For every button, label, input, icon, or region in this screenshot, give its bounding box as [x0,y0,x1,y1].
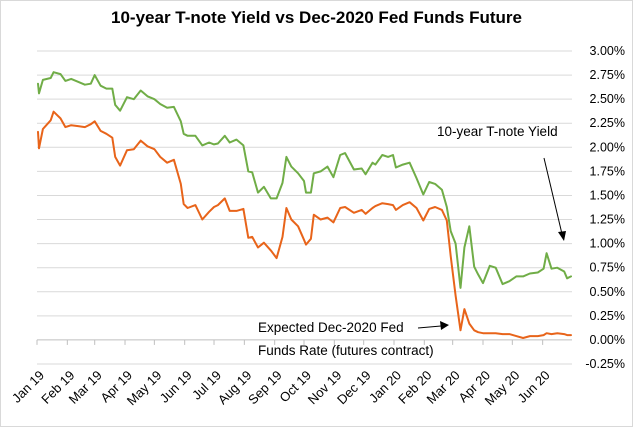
annotation-10yr-label: 10-year T-note Yield [437,124,558,139]
y-axis-ticks: -0.25% 0.00% 0.25% 0.50% 0.75% 1.00% 1.25% 1.50… [585,44,625,371]
y-tick-label: 1.75% [590,164,625,178]
annotation-fedfunds-arrow-line [417,325,442,329]
annotation-10yr-arrow-line [543,157,563,235]
y-tick-label: 2.25% [590,116,625,130]
y-tick-label: 0.75% [590,261,625,275]
gridlines [37,50,572,365]
annotation-fedfunds-label-line1: Expected Dec-2020 Fed [258,320,404,335]
y-tick-label: 0.25% [590,309,625,323]
y-tick-label: 1.50% [590,188,625,202]
x-tick-label: Jun 20 [515,368,553,406]
y-tick-label: 1.25% [590,213,625,227]
y-tick-label: 3.00% [590,44,625,58]
x-tick-label: Jun 19 [157,368,195,406]
x-tick-label: Sep 19 [245,368,285,408]
annotations: 10-year T-note Yield Expected Dec-2020 F… [258,124,566,358]
annotation-fedfunds-label-line2: Funds Rate (futures contract) [258,343,434,358]
y-tick-label: 0.50% [590,285,625,299]
chart-title: 10-year T-note Yield vs Dec-2020 Fed Fun… [111,8,522,27]
annotation-10yr-arrowhead [558,231,566,241]
series-lines [37,71,572,339]
annotation-fedfunds-arrowhead [440,321,449,330]
y-tick-label: -0.25% [585,357,625,371]
x-tick-label: Dec 19 [334,368,374,408]
y-tick-label: 2.50% [590,92,625,106]
y-tick-label: 2.00% [590,140,625,154]
y-tick-label: 0.00% [590,333,625,347]
y-tick-label: 1.00% [590,237,625,251]
series-line-fed-funds-future [37,110,572,339]
y-tick-label: 2.75% [590,68,625,82]
series-line-10yr-yield [37,71,572,289]
